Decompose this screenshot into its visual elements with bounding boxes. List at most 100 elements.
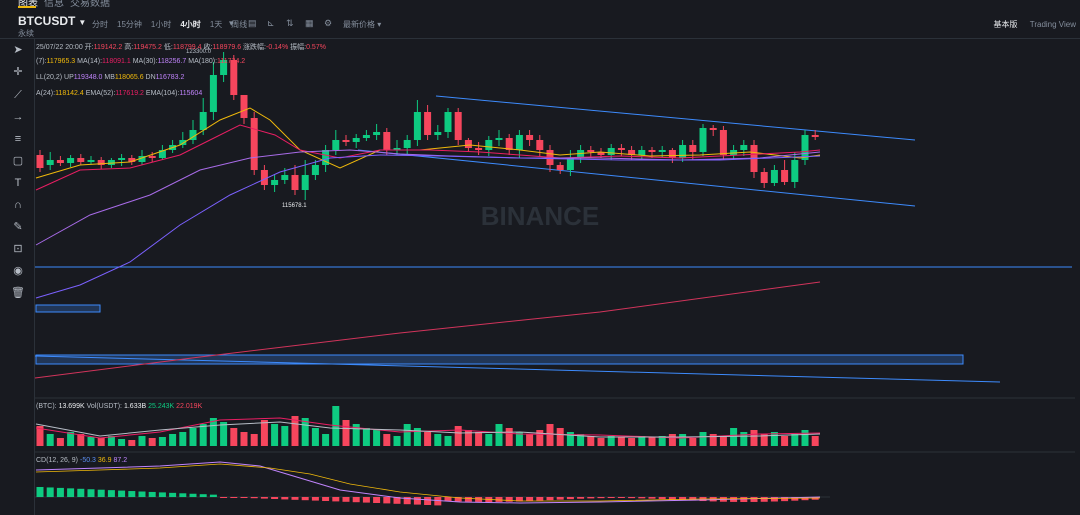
macd-histogram-bar [67, 488, 75, 497]
macd-histogram-bar [444, 497, 452, 502]
volume-bar [36, 426, 44, 446]
trendline-icon[interactable]: ⟋ [14, 89, 22, 101]
macd-histogram-bar [352, 497, 360, 503]
volume-bar [546, 424, 554, 446]
candle-body [740, 145, 748, 150]
volume-ma-line [35, 417, 821, 439]
volume-bar [291, 416, 299, 446]
macd-dif-line [35, 461, 821, 504]
volume-bar [383, 434, 391, 446]
candle-body [189, 130, 197, 140]
candle-body [128, 158, 136, 162]
volume-bar [515, 432, 523, 446]
ma14-line [35, 124, 821, 191]
crosshair-icon[interactable]: ✛ [13, 66, 23, 78]
macd-hist: 87.2 [113, 457, 128, 464]
tab-trading-data[interactable]: 交易数据 [70, 0, 110, 8]
candle-body [760, 172, 768, 183]
tf-15m[interactable]: 15分钟 [117, 20, 142, 29]
tab-chart[interactable]: 图表 [18, 0, 38, 8]
trash-icon[interactable]: 🗑 [11, 287, 25, 299]
macd-histogram-bar [189, 493, 197, 497]
ema52-value: 117619.2 [115, 90, 144, 97]
candle-body [322, 150, 330, 165]
contract-type: 永续 [18, 29, 34, 38]
macd-histogram-bar [475, 497, 483, 502]
tradingview-button[interactable]: Trading View [1029, 20, 1076, 29]
candle-body [791, 160, 799, 182]
macd-params: CD(12, 26, 9) [36, 457, 79, 464]
text-icon[interactable]: T [14, 177, 22, 189]
candle-body [158, 150, 166, 158]
tf-time[interactable]: 分时 [92, 20, 108, 29]
macd-histogram-bar [46, 487, 54, 497]
eye-icon[interactable]: ◉ [13, 265, 23, 277]
chevron-down-icon: ▼ [78, 18, 87, 27]
magnet-icon[interactable]: ∩ [14, 199, 22, 211]
vol-buy-value: 25.243K [148, 403, 175, 410]
arrow-icon[interactable]: → [12, 111, 24, 123]
volume-bar [148, 438, 156, 446]
candle-body [56, 160, 64, 163]
candle-body [87, 160, 95, 162]
fib-icon[interactable]: ≡ [14, 133, 22, 145]
vol-btc-label: (BTC): [36, 403, 57, 410]
macd-histogram-bar [740, 497, 748, 502]
volume-bar [434, 434, 442, 446]
candle-body [495, 138, 503, 140]
volume-bar [158, 437, 166, 446]
tf-1h[interactable]: 1小时 [150, 20, 172, 29]
ema104-value: 115604 [179, 90, 203, 97]
boll-label: LL(20,2) [36, 74, 63, 81]
tf-4h[interactable]: 4小时 [180, 20, 201, 29]
volume-bar [179, 432, 187, 446]
legend-close-label: 收: [203, 44, 213, 51]
layout-icon[interactable]: ▦ [305, 18, 314, 28]
rectangle-icon[interactable]: ▢ [12, 155, 24, 167]
candle-body [434, 132, 442, 135]
tf-1w[interactable]: 周线 [231, 20, 248, 29]
volume-bar [393, 436, 401, 446]
latest-price-label: 最新价格 [343, 20, 375, 29]
volume-bar [811, 436, 819, 446]
macd-histogram-bar [546, 497, 554, 501]
candle-body [107, 160, 115, 165]
candle-body [250, 118, 258, 170]
macd-histogram-bar [362, 497, 370, 503]
macd-histogram-bar [566, 497, 574, 500]
candle-body [220, 60, 228, 75]
candle-body [342, 140, 350, 142]
latest-price-toggle[interactable]: 最新价格 ▾ [343, 20, 382, 29]
zone-rect-small [35, 304, 101, 313]
volume-bar [322, 434, 330, 446]
gear-icon[interactable]: ⚙ [324, 18, 333, 28]
more-timeframes-icon[interactable]: ▾ [229, 18, 234, 28]
volume-bar [617, 437, 625, 446]
volume-bar [301, 418, 309, 446]
indicator-icon[interactable]: ⊾ [267, 18, 275, 28]
lock-icon[interactable]: ⊡ [13, 243, 23, 255]
candle-body [199, 112, 207, 130]
legend-date: 25/07/22 20:00 [36, 44, 83, 51]
macd-histogram-bar [424, 497, 432, 505]
volume-bar [220, 422, 228, 446]
candle-body [526, 135, 534, 140]
macd-histogram-bar [230, 497, 238, 498]
macd-histogram-bar [781, 497, 789, 502]
tab-info[interactable]: 信息 [44, 0, 64, 8]
tf-1d[interactable]: 1天 [209, 20, 223, 29]
candle-type-icon[interactable]: ▤ [248, 18, 257, 28]
pen-icon[interactable]: ✎ [13, 221, 23, 233]
compare-icon[interactable]: ⇅ [286, 18, 294, 28]
symbol-selector[interactable]: BTCUSDT ▼ [18, 14, 86, 28]
volume-bar [730, 428, 738, 446]
legend-low-label: 低: [163, 44, 173, 51]
candle-body [260, 170, 268, 185]
macd-histogram-bar [77, 488, 85, 497]
basic-view-button[interactable]: 基本版 [993, 20, 1018, 29]
macd-histogram-bar [199, 494, 207, 497]
candle-body [454, 112, 462, 140]
cursor-icon[interactable]: ➤ [13, 44, 23, 56]
volume-bar [597, 438, 605, 446]
